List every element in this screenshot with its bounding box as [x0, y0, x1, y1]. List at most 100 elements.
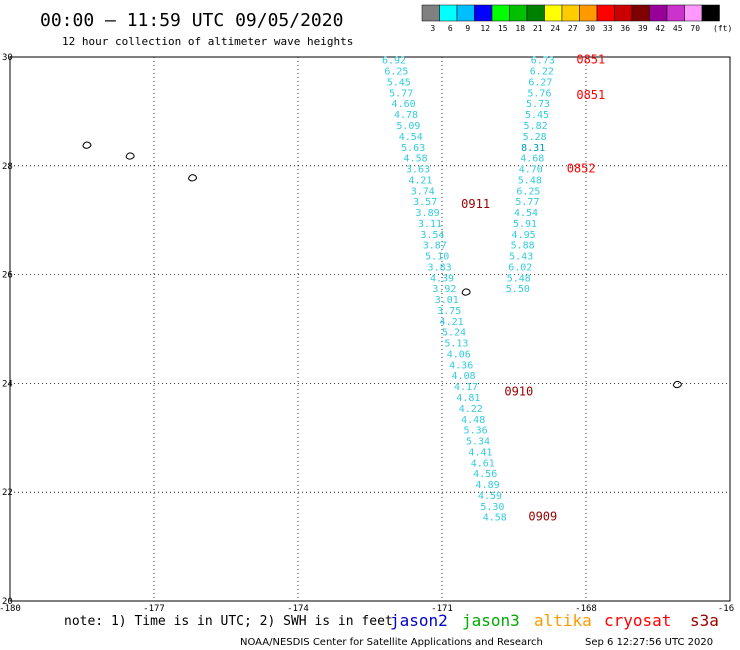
legend-tick-label: 18: [515, 24, 525, 33]
x-tick-label: -171: [431, 604, 453, 614]
legend-tick-label: 39: [638, 24, 648, 33]
wave-height-label: 3.89: [416, 208, 440, 219]
color-legend: 3 6 9 12 15 18 21 24 27 30 33 36 39 42 45 70: [421, 4, 720, 33]
wave-height-label: 6.73: [531, 56, 555, 67]
wave-height-label: 3.74: [411, 186, 435, 197]
legend-tick-label: 70: [690, 24, 700, 33]
satellite-label-cryosat: cryosat: [604, 611, 671, 630]
chart-subtitle: 12 hour collection of altimeter wave hei…: [62, 35, 353, 48]
x-tick-label: -177: [143, 604, 165, 614]
legend-tick-label: 30: [585, 24, 595, 33]
footer-credit: NOAA/NESDIS Center for Satellite Applica…: [240, 637, 543, 648]
wave-height-label: 6.22: [530, 67, 554, 78]
legend-tick-label: 3: [430, 24, 435, 33]
legend-tick-label: 45: [673, 24, 683, 33]
legend-tick-label: 12: [480, 24, 490, 33]
wave-height-label: 5.77: [389, 88, 413, 99]
wave-height-label: 4.48: [461, 415, 485, 426]
wave-height-label: 5.63: [401, 143, 425, 154]
wave-height-label: 4.39: [430, 273, 454, 284]
wave-height-label: 4.95: [512, 230, 536, 241]
wave-height-label: 5.30: [480, 502, 504, 513]
legend-swatch: [561, 4, 580, 22]
wave-height-label: 6.92: [382, 56, 406, 67]
wave-height-label: 5.88: [511, 241, 535, 252]
wave-height-label: 5.91: [513, 219, 537, 230]
wave-height-label: 5.77: [515, 197, 539, 208]
wave-height-label: 4.70: [519, 165, 543, 176]
island-5: [672, 380, 682, 389]
wave-height-label: 3.11: [418, 219, 442, 230]
wave-height-label: 6.25: [516, 186, 540, 197]
wave-height-label: 4.61: [471, 458, 495, 469]
wave-height-label: 5.34: [466, 437, 490, 448]
legend-swatch: [684, 4, 703, 22]
wave-height-label: 5.76: [527, 88, 551, 99]
wave-height-label: 4.60: [392, 99, 416, 110]
satellite-label-jason3: jason3: [462, 611, 520, 630]
legend-tick-label: 21: [533, 24, 543, 33]
legend-tick-label: 15: [498, 24, 508, 33]
legend-swatch: [596, 4, 615, 22]
wave-height-label: 3.83: [428, 262, 452, 273]
wave-height-label: 4.58: [483, 513, 507, 524]
wave-height-label: 6.27: [528, 77, 552, 88]
legend-swatch: [456, 4, 475, 22]
legend-swatch: [544, 4, 563, 22]
time-label: 0909: [528, 510, 557, 524]
wave-height-label: 5.48: [518, 175, 542, 186]
legend-unit: (ft): [713, 24, 732, 33]
wave-height-label: 4.58: [404, 154, 428, 165]
legend-swatch: [509, 4, 528, 22]
wave-height-label: 4.59: [478, 491, 502, 502]
legend-swatch: [666, 4, 685, 22]
y-tick-label: 26: [2, 271, 13, 281]
legend-tick-label: 24: [550, 24, 560, 33]
wave-height-label: 5.13: [444, 339, 468, 350]
wave-height-label: 8.31: [521, 143, 545, 154]
wave-height-label: 4.21: [440, 317, 464, 328]
satellite-label-altika: altika: [534, 611, 592, 630]
wave-height-label: 3.92: [432, 284, 456, 295]
wave-height-label: 4.36: [449, 360, 473, 371]
island-4: [461, 288, 471, 296]
wave-values: 6.926.255.455.774.604.785.094.545.634.58…: [382, 56, 555, 524]
time-label: 0852: [567, 162, 596, 176]
grid-lines: [10, 57, 730, 601]
legend-tick-label: 33: [603, 24, 613, 33]
y-tick-label: 22: [2, 488, 13, 498]
wave-height-label: 5.36: [464, 426, 488, 437]
wave-height-label: 3.01: [435, 295, 459, 306]
y-tick-label: 30: [2, 53, 13, 63]
legend-swatch: [649, 4, 668, 22]
wave-height-label: 5.43: [509, 252, 533, 263]
island-2: [125, 152, 135, 160]
wave-height-label: 3.87: [423, 241, 447, 252]
wave-height-label: 5.82: [524, 121, 548, 132]
legend-swatch: [579, 4, 598, 22]
x-tick-label: -16: [718, 604, 734, 614]
wave-height-label: 4.06: [447, 349, 471, 360]
wave-height-label: 5.73: [526, 99, 550, 110]
wave-height-label: 4.54: [514, 208, 538, 219]
wave-height-label: 3.63: [406, 165, 430, 176]
time-labels: 0851 0851 0852 0911 0910 0909: [461, 53, 605, 524]
wave-height-label: 4.54: [399, 132, 423, 143]
wave-height-label: 5.09: [396, 121, 420, 132]
plot-frame: [9, 56, 731, 602]
x-tick-label: -174: [287, 604, 309, 614]
wave-height-label: 5.50: [506, 284, 530, 295]
wave-height-label: 5.10: [425, 252, 449, 263]
legend-swatch: [526, 4, 545, 22]
wave-height-label: 4.17: [454, 382, 478, 393]
wave-height-label: 4.08: [452, 371, 476, 382]
time-label: 0851: [576, 53, 605, 67]
legend-swatch: [474, 4, 493, 22]
wave-height-label: 6.25: [384, 67, 408, 78]
wave-height-label: 4.21: [408, 175, 432, 186]
wave-height-label: 5.48: [507, 273, 531, 284]
y-axis: 30 28 26 24 22 20: [2, 53, 13, 607]
x-tick-label: -180: [0, 604, 21, 614]
x-tick-label: -168: [575, 604, 597, 614]
